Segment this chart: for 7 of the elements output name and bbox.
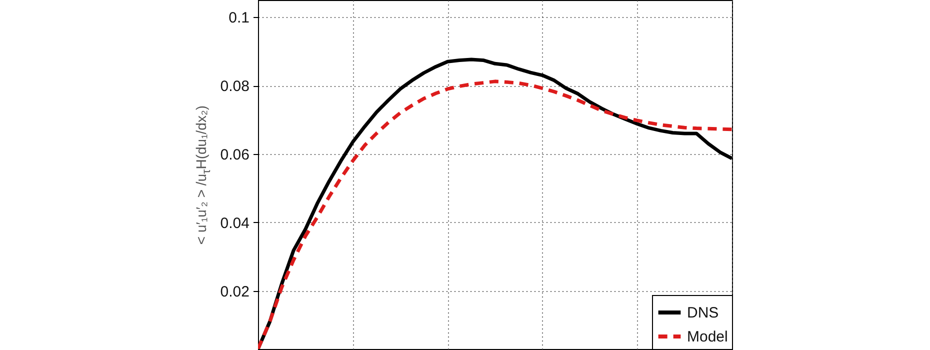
y-tick-label: 0.1 <box>228 10 250 27</box>
y-tick-label: 0.06 <box>220 146 250 164</box>
y-tick-label: 0.02 <box>220 283 250 300</box>
y-tick-label: 0.08 <box>220 78 250 96</box>
y-tick-label: 0.04 <box>220 214 250 232</box>
legend-label: Model <box>687 328 728 346</box>
legend-label: DNS <box>687 304 719 322</box>
